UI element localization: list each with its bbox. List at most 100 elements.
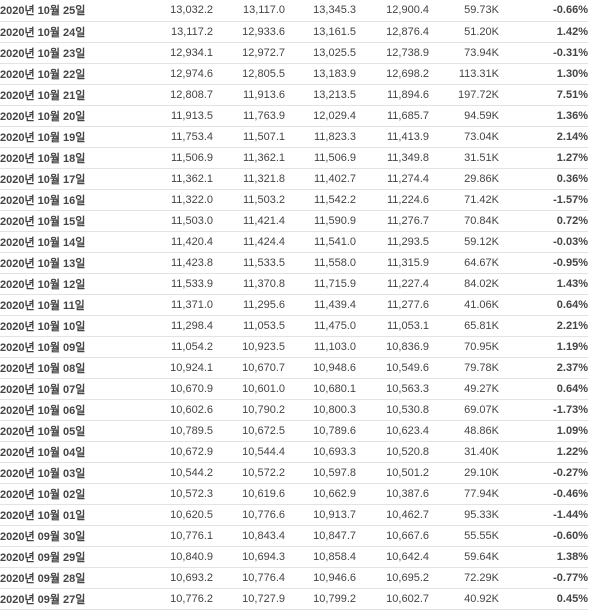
volume-cell: 73.94K (429, 42, 499, 64)
open-price-cell: 10,544.4 (213, 441, 285, 463)
close-price-cell: 10,776.1 (105, 525, 213, 547)
date-cell: 2020년 09월 30일 (0, 525, 105, 547)
date-cell: 2020년 10월 17일 (0, 168, 105, 190)
change-percent-cell: 0.64% (499, 378, 588, 400)
high-price-cell: 11,542.2 (285, 189, 356, 211)
change-percent-cell: -0.95% (499, 252, 588, 274)
date-cell: 2020년 10월 08일 (0, 357, 105, 379)
low-price-cell: 11,413.9 (356, 126, 429, 148)
date-cell: 2020년 10월 11일 (0, 294, 105, 316)
high-price-cell: 13,183.9 (285, 63, 356, 85)
change-percent-cell: 1.27% (499, 147, 588, 169)
volume-cell: 69.07K (429, 399, 499, 421)
close-price-cell: 11,913.5 (105, 105, 213, 127)
low-price-cell: 10,642.4 (356, 546, 429, 568)
close-price-cell: 10,693.2 (105, 567, 213, 589)
date-cell: 2020년 09월 27일 (0, 588, 105, 610)
table-row: 2020년 10월 04일 10,672.9 10,544.4 10,693.3 10,… (0, 441, 588, 463)
open-price-cell: 11,507.1 (213, 126, 285, 148)
low-price-cell: 12,900.4 (356, 0, 429, 22)
open-price-cell: 10,727.9 (213, 588, 285, 610)
change-percent-cell: -0.66% (499, 0, 588, 22)
volume-cell: 51.20K (429, 21, 499, 43)
change-percent-cell: 1.19% (499, 336, 588, 358)
change-percent-cell: 0.64% (499, 294, 588, 316)
high-price-cell: 13,161.5 (285, 21, 356, 43)
date-cell: 2020년 10월 01일 (0, 504, 105, 526)
change-percent-cell: 1.22% (499, 441, 588, 463)
close-price-cell: 10,602.6 (105, 399, 213, 421)
date-cell: 2020년 10월 14일 (0, 231, 105, 253)
low-price-cell: 10,602.7 (356, 588, 429, 610)
close-price-cell: 11,423.8 (105, 252, 213, 274)
date-cell: 2020년 10월 19일 (0, 126, 105, 148)
close-price-cell: 12,974.6 (105, 63, 213, 85)
high-price-cell: 10,662.9 (285, 483, 356, 505)
low-price-cell: 10,836.9 (356, 336, 429, 358)
table-row: 2020년 10월 20일 11,913.5 11,763.9 12,029.4 11,… (0, 105, 588, 127)
change-percent-cell: -1.73% (499, 399, 588, 421)
low-price-cell: 11,293.5 (356, 231, 429, 253)
low-price-cell: 10,623.4 (356, 420, 429, 442)
close-price-cell: 10,672.9 (105, 441, 213, 463)
volume-cell: 94.59K (429, 105, 499, 127)
high-price-cell: 10,948.6 (285, 357, 356, 379)
volume-cell: 84.02K (429, 273, 499, 295)
high-price-cell: 13,213.5 (285, 84, 356, 106)
volume-cell: 59.12K (429, 231, 499, 253)
open-price-cell: 10,694.3 (213, 546, 285, 568)
change-percent-cell: 2.14% (499, 126, 588, 148)
high-price-cell: 10,680.1 (285, 378, 356, 400)
open-price-cell: 11,295.6 (213, 294, 285, 316)
open-price-cell: 10,790.2 (213, 399, 285, 421)
change-percent-cell: -0.27% (499, 462, 588, 484)
low-price-cell: 12,876.4 (356, 21, 429, 43)
change-percent-cell: 1.09% (499, 420, 588, 442)
volume-cell: 55.55K (429, 525, 499, 547)
table-row: 2020년 10월 06일 10,602.6 10,790.2 10,800.3 10,… (0, 399, 588, 421)
open-price-cell: 11,421.4 (213, 210, 285, 232)
date-cell: 2020년 09월 29일 (0, 546, 105, 568)
volume-cell: 113.31K (429, 63, 499, 85)
low-price-cell: 11,685.7 (356, 105, 429, 127)
table-row: 2020년 10월 10일 11,298.4 11,053.5 11,475.0 11,… (0, 315, 588, 337)
date-cell: 2020년 10월 18일 (0, 147, 105, 169)
date-cell: 2020년 10월 10일 (0, 315, 105, 337)
volume-cell: 95.33K (429, 504, 499, 526)
table-row: 2020년 10월 03일 10,544.2 10,572.2 10,597.8 10,… (0, 462, 588, 484)
table-row: 2020년 10월 24일 13,117.2 12,933.6 13,161.5 12,… (0, 21, 588, 43)
open-price-cell: 11,362.1 (213, 147, 285, 169)
table-row: 2020년 10월 23일 12,934.1 12,972.7 13,025.5 12,… (0, 42, 588, 64)
close-price-cell: 11,298.4 (105, 315, 213, 337)
close-price-cell: 10,840.9 (105, 546, 213, 568)
close-price-cell: 10,544.2 (105, 462, 213, 484)
high-price-cell: 10,693.3 (285, 441, 356, 463)
volume-cell: 31.40K (429, 441, 499, 463)
close-price-cell: 11,506.9 (105, 147, 213, 169)
change-percent-cell: -1.57% (499, 189, 588, 211)
low-price-cell: 11,227.4 (356, 273, 429, 295)
low-price-cell: 10,530.8 (356, 399, 429, 421)
table-row: 2020년 10월 02일 10,572.3 10,619.6 10,662.9 10,… (0, 483, 588, 505)
open-price-cell: 11,321.8 (213, 168, 285, 190)
open-price-cell: 10,601.0 (213, 378, 285, 400)
low-price-cell: 11,894.6 (356, 84, 429, 106)
change-percent-cell: 7.51% (499, 84, 588, 106)
close-price-cell: 11,322.0 (105, 189, 213, 211)
volume-cell: 40.92K (429, 588, 499, 610)
volume-cell: 41.06K (429, 294, 499, 316)
table-row: 2020년 10월 16일 11,322.0 11,503.2 11,542.2 11,… (0, 189, 588, 211)
low-price-cell: 10,549.6 (356, 357, 429, 379)
high-price-cell: 11,439.4 (285, 294, 356, 316)
date-cell: 2020년 10월 09일 (0, 336, 105, 358)
low-price-cell: 11,276.7 (356, 210, 429, 232)
table-row: 2020년 10월 17일 11,362.1 11,321.8 11,402.7 11,… (0, 168, 588, 190)
close-price-cell: 10,789.5 (105, 420, 213, 442)
change-percent-cell: -0.03% (499, 231, 588, 253)
high-price-cell: 10,946.6 (285, 567, 356, 589)
change-percent-cell: -0.31% (499, 42, 588, 64)
open-price-cell: 11,503.2 (213, 189, 285, 211)
high-price-cell: 10,800.3 (285, 399, 356, 421)
